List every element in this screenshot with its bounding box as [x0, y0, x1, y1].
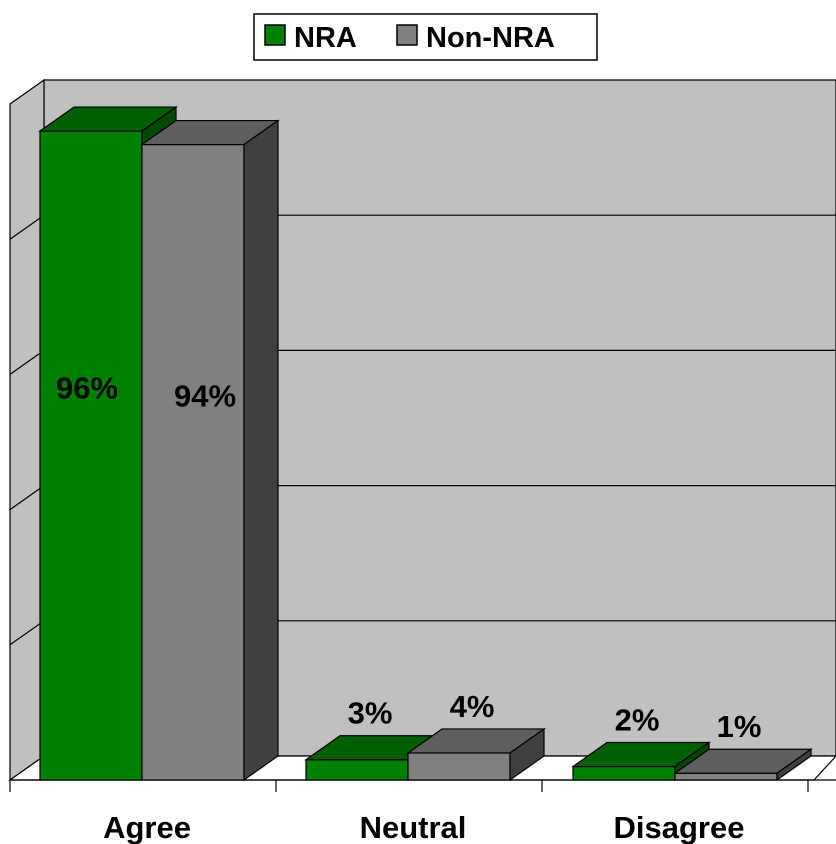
legend-swatch-non-nra — [396, 24, 418, 46]
bar-front — [141, 143, 245, 781]
legend-label-non-nra: Non-NRA — [426, 22, 555, 54]
category-label-disagree: Disagree — [614, 810, 745, 844]
bar-non-nra-disagree — [673, 748, 813, 782]
bar-side — [243, 119, 279, 782]
side-wall — [9, 78, 45, 782]
bar-non-nra-neutral — [406, 727, 546, 782]
bar-front — [407, 752, 511, 781]
data-label-non-nra-disagree: 1% — [717, 709, 762, 744]
bars-layer — [38, 105, 813, 782]
bar-side — [776, 748, 812, 782]
data-label-nra-neutral: 3% — [348, 696, 393, 731]
category-label-neutral: Neutral — [360, 810, 467, 844]
legend-swatch-nra — [264, 24, 286, 46]
bar-front — [572, 765, 676, 781]
data-label-non-nra-agree: 94% — [174, 379, 236, 414]
bar-front — [674, 772, 778, 781]
bar-non-nra-agree — [140, 119, 280, 782]
category-label-agree: Agree — [103, 810, 191, 844]
bar-front — [39, 130, 143, 781]
legend-box — [253, 13, 598, 61]
bar-front — [305, 759, 409, 781]
legend: NRA Non-NRA — [253, 13, 598, 61]
data-label-non-nra-neutral: 4% — [450, 689, 495, 724]
data-label-nra-disagree: 2% — [615, 702, 660, 737]
labels-layer: 96% 94% Agree 3% 4% Neutral 2% 1% Disagree — [56, 370, 761, 844]
bar-side — [509, 727, 545, 782]
data-label-nra-agree: 96% — [56, 370, 118, 405]
legend-label-nra: NRA — [294, 22, 357, 54]
